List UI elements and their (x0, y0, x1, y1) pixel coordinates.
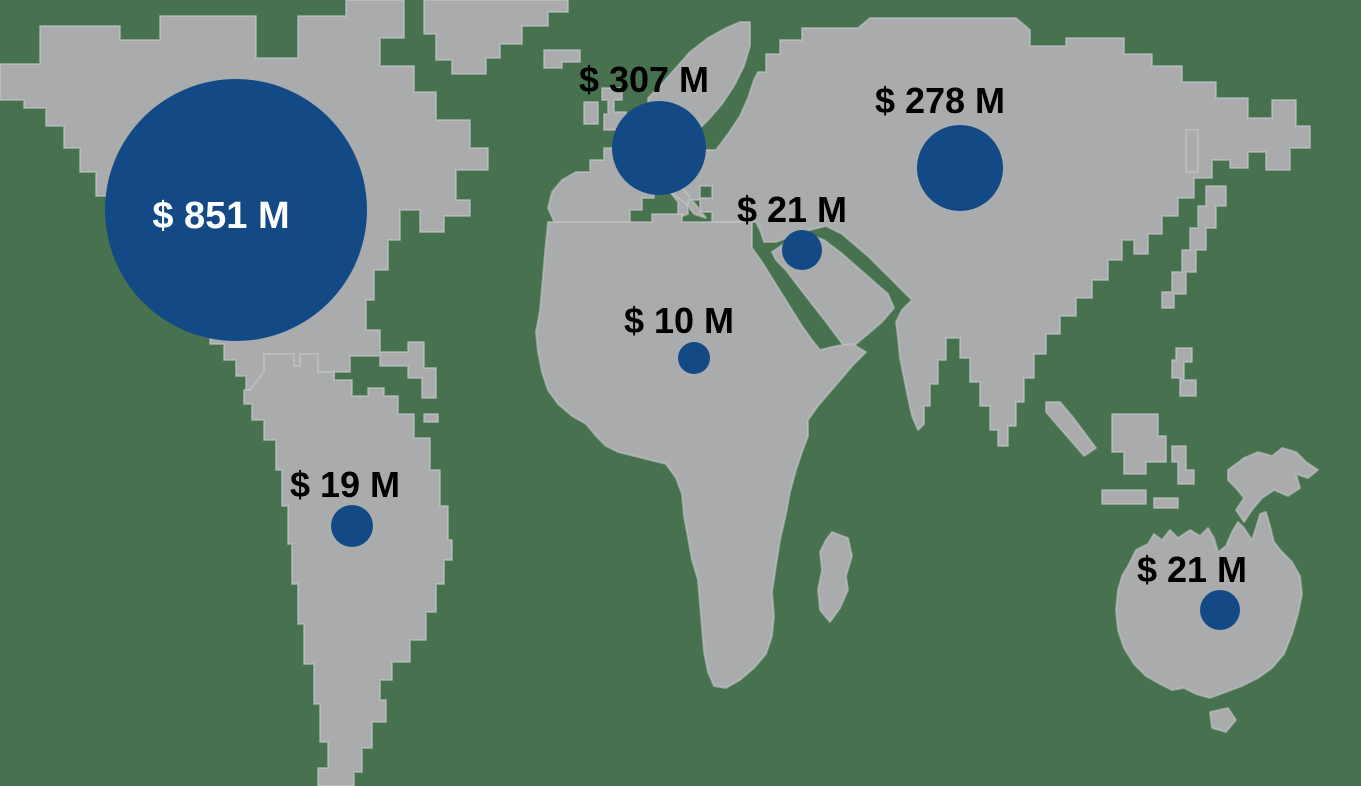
bubble-label-south-america: $ 19 M (289, 464, 401, 505)
landmass-new-guinea (1227, 447, 1319, 523)
bubble-label-europe: $ 307 M (578, 59, 710, 100)
bubble-europe (612, 101, 706, 195)
bubble-label-africa: $ 10 M (623, 300, 735, 341)
bubble-middle-east (782, 230, 822, 270)
landmass-japan (1161, 185, 1227, 309)
bubble-label-asia: $ 278 M (874, 80, 1006, 121)
landmass-philippines (1171, 347, 1197, 397)
landmass-greenland (423, 0, 569, 75)
bubble-south-america (331, 505, 373, 547)
landmass-tasmania (1209, 707, 1237, 733)
landmass-indonesia (1045, 401, 1195, 509)
landmass-madagascar (817, 531, 853, 623)
bubble-asia (917, 125, 1003, 211)
landmass-africa (535, 213, 867, 689)
landmass-iceland (543, 49, 581, 69)
bubble-label-north-america: $ 851 M (152, 195, 290, 237)
bubble-australia (1200, 590, 1240, 630)
landmass-eurasia (547, 17, 1311, 447)
landmass-south-america (243, 353, 453, 786)
bubble-north-america (105, 79, 367, 341)
bubble-label-australia: $ 21 M (1136, 549, 1248, 590)
landmass-sakhalin (1185, 129, 1199, 173)
bubble-africa (678, 342, 710, 374)
bubble-label-middle-east: $ 21 M (736, 189, 848, 230)
